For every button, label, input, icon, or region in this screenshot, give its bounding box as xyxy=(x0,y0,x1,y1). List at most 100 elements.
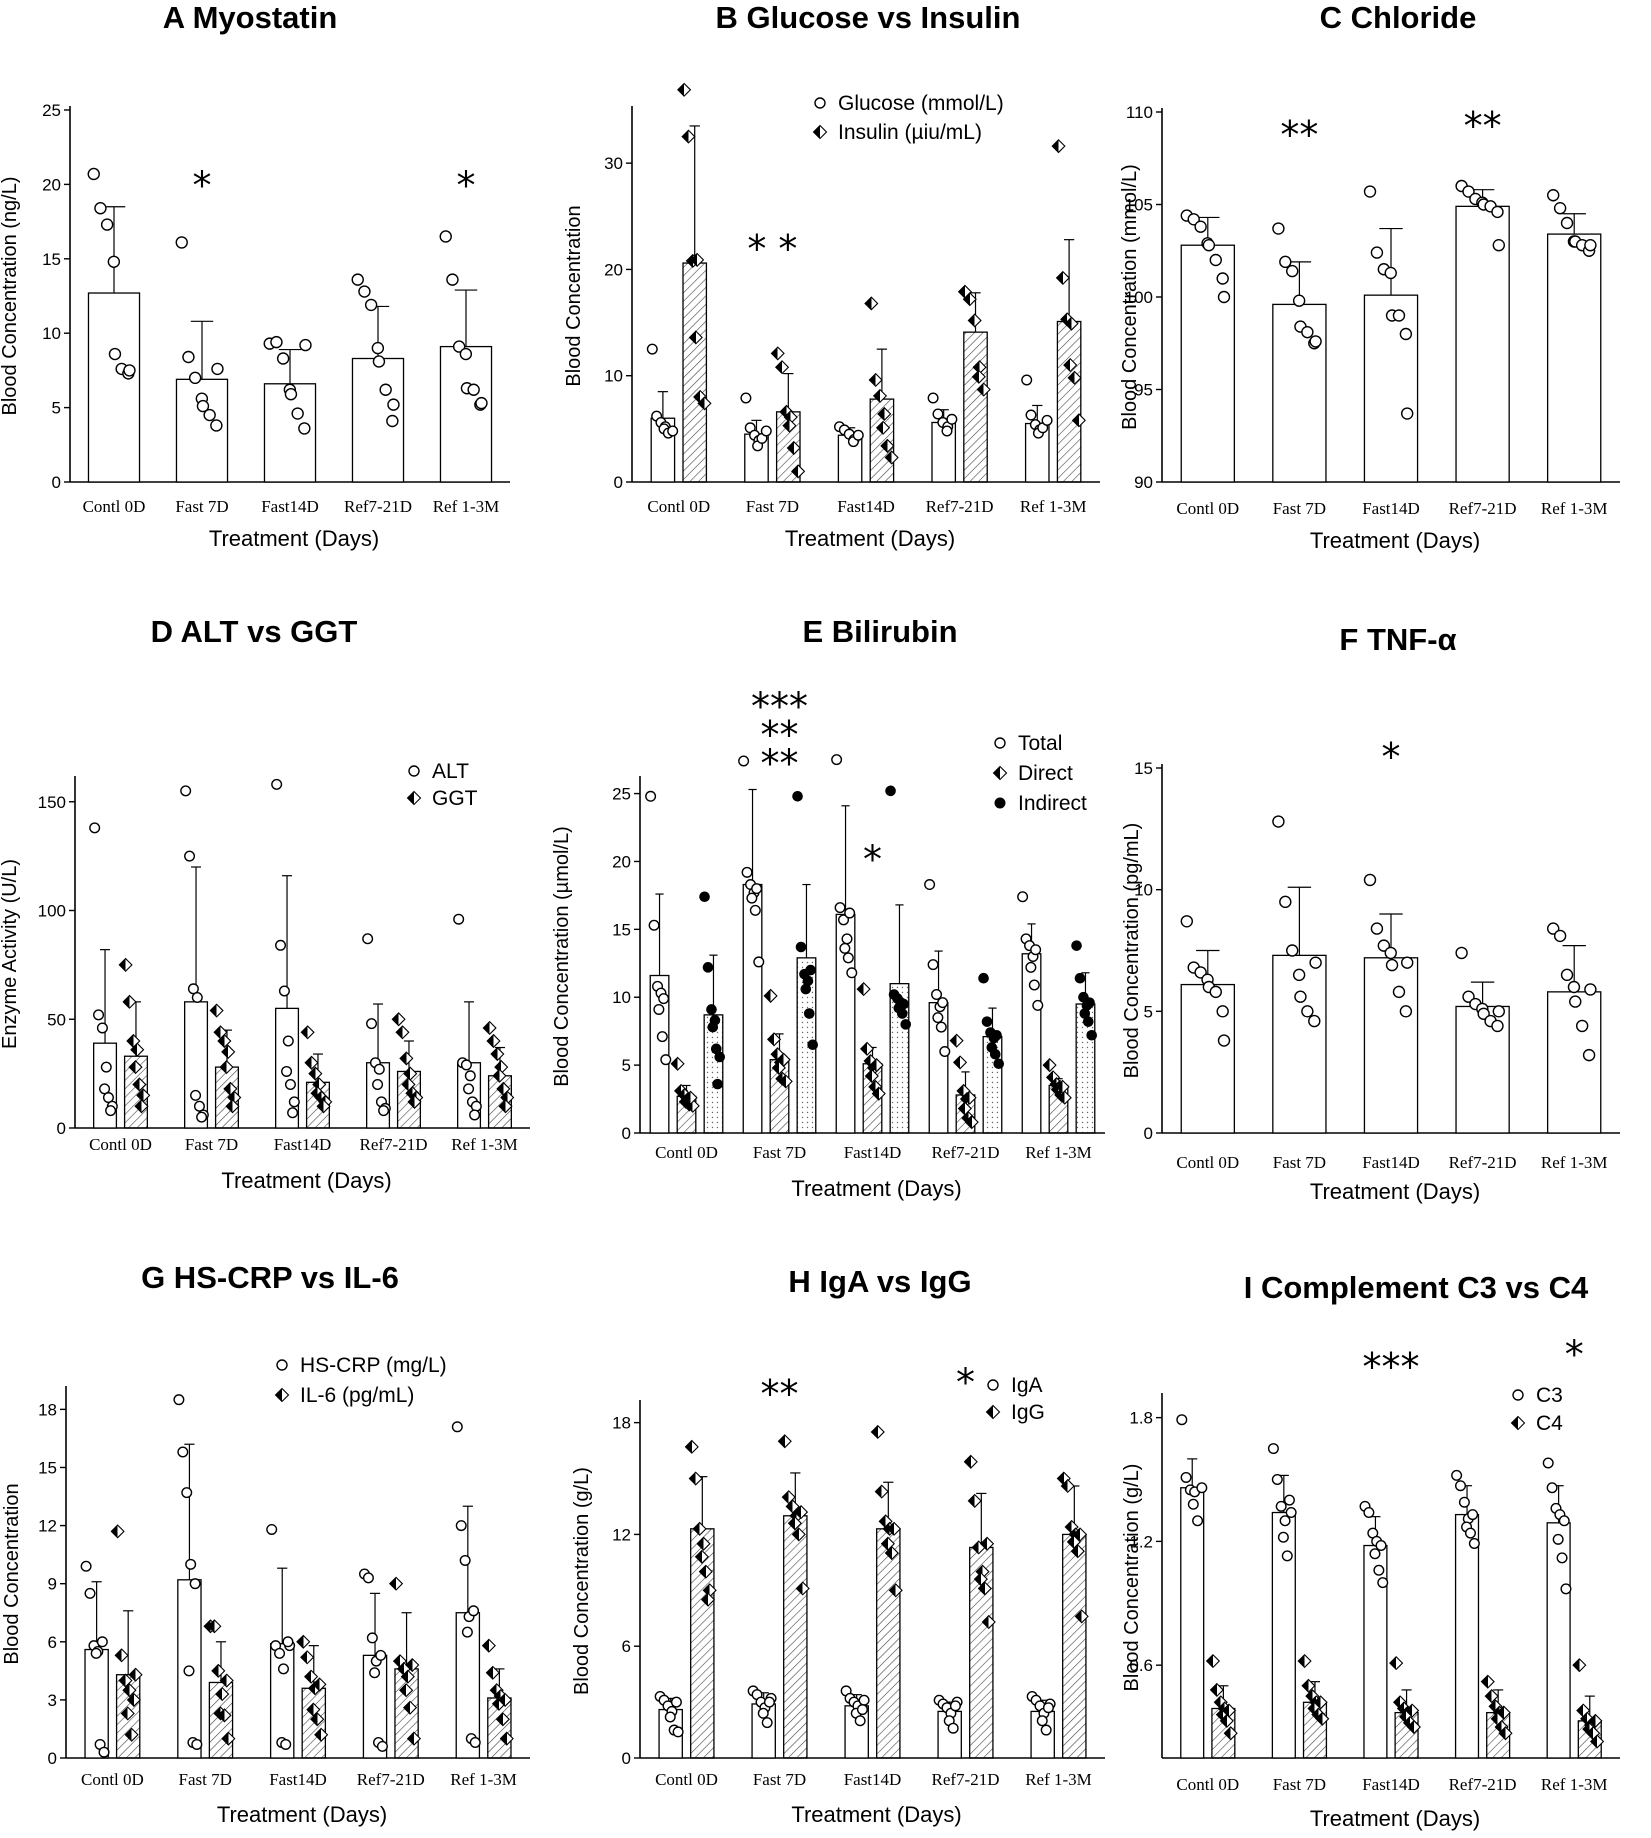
panel-G-point xyxy=(177,1446,189,1458)
panel-E-point xyxy=(706,1004,717,1015)
panel-G-point xyxy=(366,1632,378,1644)
panel-E-point xyxy=(683,1090,698,1105)
panel-D-point xyxy=(184,850,196,862)
panel-B-point xyxy=(786,440,801,456)
panel-B-point xyxy=(760,425,772,437)
panel-H-ytick-label: 12 xyxy=(612,1525,631,1544)
panel-H-point xyxy=(777,1434,792,1449)
panel-D-point xyxy=(300,1025,315,1040)
panel-B-point xyxy=(1021,374,1033,386)
panel-D-point xyxy=(486,1033,501,1049)
panel-D-point xyxy=(221,1044,236,1059)
panel-B-point xyxy=(688,330,703,345)
panel-E-point xyxy=(670,1056,685,1071)
panel-C-point xyxy=(1491,205,1504,219)
panel-I-point xyxy=(1313,1695,1328,1710)
panel-B-point xyxy=(872,388,888,403)
panel-D-point xyxy=(469,1109,481,1121)
panel-B-point xyxy=(864,296,879,311)
panel-E-point xyxy=(1084,997,1095,1008)
panel-D-xlabel: Treatment (Days) xyxy=(221,1168,391,1193)
panel-I-point xyxy=(1588,1713,1603,1728)
panel-C-bar xyxy=(1272,303,1327,483)
panel-B-legend-label: Glucose (mmol/L) xyxy=(838,92,1004,115)
panel-C-bar xyxy=(1455,205,1510,483)
panel-G-point xyxy=(312,1677,327,1692)
panel-B-point xyxy=(646,343,658,355)
panel-F-point xyxy=(1209,985,1222,999)
panel-B-xlabel: Treatment (Days) xyxy=(785,526,955,551)
panel-G-ytick-label: 3 xyxy=(48,1691,57,1710)
panel-D-point xyxy=(490,1046,505,1062)
panel-C-point xyxy=(1399,327,1413,341)
panel-D-legend-label: ALT xyxy=(432,760,469,783)
panel-D-point xyxy=(89,822,101,834)
panel-D-point xyxy=(134,1099,149,1114)
panel-H-bar xyxy=(1062,1533,1087,1759)
panel-B-xtick-label: Fast14D xyxy=(837,497,895,516)
panel-G-point xyxy=(211,1663,226,1678)
panel-E-point xyxy=(763,988,778,1003)
panel-E-point xyxy=(991,1029,1002,1041)
panel-G-legend-marker xyxy=(276,1359,288,1371)
panel-D-point xyxy=(372,1078,384,1090)
panel-G-point xyxy=(96,1636,108,1648)
panel-A-point xyxy=(371,341,385,355)
panel-B-point xyxy=(868,372,883,388)
panel-B-ylabel: Blood Concentration xyxy=(563,205,585,386)
panel-H-point xyxy=(757,1707,769,1719)
panel-G-point xyxy=(388,1576,404,1591)
panel-G-xtick-label: Ref7-21D xyxy=(357,1770,425,1789)
panel-G-point xyxy=(128,1667,143,1682)
panel-F-point xyxy=(1301,1005,1314,1018)
panel-E-point xyxy=(1074,972,1086,984)
panel-H-point xyxy=(963,1454,978,1469)
panel-C-ytick-label: 110 xyxy=(1126,103,1153,122)
panel-D-point xyxy=(304,1055,319,1070)
panel-I-point xyxy=(1556,1552,1568,1564)
panel-E-legend-marker xyxy=(992,765,1008,781)
panel-G-point xyxy=(80,1560,92,1572)
panel-I-point xyxy=(1209,1682,1224,1698)
panel-D-point xyxy=(362,933,374,945)
panel-C-point xyxy=(1286,264,1299,278)
panel-A-point xyxy=(459,347,473,361)
panel-E-point xyxy=(885,785,896,797)
panel-F-ytick-label: 0 xyxy=(1144,1124,1153,1143)
panel-E-point xyxy=(831,754,843,766)
panel-A-point xyxy=(298,422,311,435)
panel-E-point xyxy=(766,1032,782,1047)
panel-G-ytick-label: 18 xyxy=(38,1400,57,1419)
panel-C-point xyxy=(1384,266,1397,280)
panel-H-point xyxy=(672,1726,684,1738)
panel-A-point xyxy=(270,335,283,349)
panel-G-point xyxy=(282,1636,294,1648)
panel-C-point xyxy=(1194,220,1207,233)
panel-H-point xyxy=(1074,1609,1089,1624)
panel-G-point xyxy=(499,1731,514,1746)
panel-D-ytick-label: 100 xyxy=(38,902,66,921)
panel-B-point xyxy=(1064,316,1079,331)
panel-E-point xyxy=(949,1033,964,1048)
panel-B-legend-marker xyxy=(812,124,828,140)
panel-B-point xyxy=(782,418,797,433)
panel-F-xtick-label: Contl 0D xyxy=(1176,1153,1239,1172)
panel-B-xtick-label: Contl 0D xyxy=(647,497,710,516)
panel-E-ytick-label: 0 xyxy=(622,1124,631,1143)
panel-E-point xyxy=(712,1078,723,1090)
panel-G-title: G HS-CRP vs IL-6 xyxy=(141,1260,399,1295)
panel-I-point xyxy=(1377,1577,1389,1589)
panel-E-point xyxy=(869,1058,884,1073)
panel-B-point xyxy=(1067,370,1082,385)
panel-B-point xyxy=(667,425,679,437)
panel-F-point xyxy=(1582,1048,1596,1062)
panel-A-point xyxy=(94,202,107,215)
panel-I-point xyxy=(1464,1527,1476,1539)
panel-E-point xyxy=(841,933,853,945)
panel-E-point xyxy=(776,1052,791,1067)
panel-D-point xyxy=(219,1060,234,1075)
panel-B-point xyxy=(927,392,939,404)
panel-E-point xyxy=(859,1041,875,1056)
panel-I-bar xyxy=(1180,1487,1205,1759)
